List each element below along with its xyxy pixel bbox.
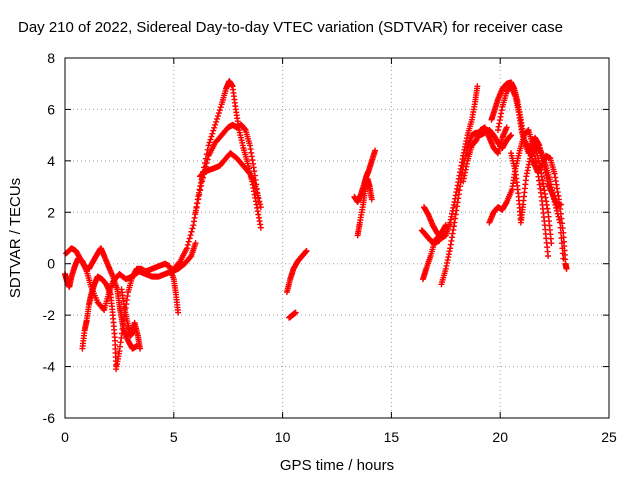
series-sat-g — [192, 121, 262, 216]
data-point-marker — [200, 174, 207, 181]
data-point-marker — [183, 245, 190, 252]
plot-frame — [64, 57, 610, 419]
data-point-marker — [303, 247, 310, 254]
series-sat-l — [421, 83, 481, 241]
data-point-marker — [255, 199, 262, 205]
series-sat-i — [286, 309, 299, 321]
data-point-marker — [187, 232, 194, 239]
data-point-marker — [216, 107, 223, 114]
y-axis-ticks: -6 -4 -2 0 2 4 6 8 — [43, 50, 609, 426]
data-point-marker — [213, 118, 220, 125]
data-point-marker — [211, 124, 218, 131]
data-point-marker — [185, 238, 192, 245]
data-point-marker — [175, 309, 182, 316]
data-point-marker — [545, 253, 552, 259]
y-tick-label: 0 — [47, 256, 55, 272]
data-point-marker — [548, 240, 555, 247]
y-tick-label: -4 — [43, 359, 56, 375]
data-point-marker — [198, 182, 205, 189]
data-point-marker — [203, 160, 210, 167]
data-point-marker — [214, 115, 221, 122]
data-point-marker — [186, 235, 193, 242]
data-point-marker — [563, 265, 570, 272]
series-sat-k — [354, 175, 375, 239]
data-point-marker — [200, 171, 207, 178]
data-point-marker — [196, 191, 203, 198]
y-tick-label: 8 — [47, 50, 55, 66]
series-sat-h — [283, 247, 310, 295]
data-point-marker — [257, 224, 264, 231]
data-points — [62, 78, 570, 373]
data-point-marker — [214, 113, 221, 120]
data-point-marker — [195, 196, 202, 203]
data-point-marker — [206, 139, 213, 146]
data-point-marker — [442, 222, 449, 229]
data-point-marker — [553, 207, 560, 214]
data-point-marker — [193, 204, 200, 211]
data-point-marker — [210, 127, 217, 134]
y-tick-label: 4 — [47, 153, 55, 169]
y-tick-label: -2 — [43, 307, 56, 323]
x-tick-label: 25 — [601, 429, 617, 445]
data-point-marker — [199, 178, 206, 185]
data-point-marker — [201, 167, 208, 174]
data-point-marker — [189, 225, 196, 232]
data-point-marker — [202, 163, 209, 170]
chart-title: Day 210 of 2022, Sidereal Day-to-day VTE… — [18, 19, 563, 36]
y-tick-label: 6 — [47, 101, 55, 117]
data-point-marker — [192, 240, 199, 247]
series-sat-d — [118, 286, 144, 352]
data-point-marker — [188, 228, 195, 235]
data-point-marker — [205, 142, 212, 149]
series-sat-u — [525, 142, 570, 272]
series-sat-p — [460, 124, 510, 185]
series-sat-n — [419, 222, 449, 283]
data-point-marker — [208, 133, 215, 140]
series-sat-t — [508, 142, 555, 247]
series-sat-c — [79, 260, 182, 373]
data-point-marker — [204, 156, 211, 163]
x-tick-label: 0 — [61, 429, 69, 445]
data-point-marker — [192, 209, 199, 216]
data-point-marker — [137, 345, 144, 352]
data-point-marker — [292, 309, 299, 316]
x-tick-label: 10 — [275, 429, 291, 445]
data-point-marker — [217, 104, 224, 111]
data-point-marker — [474, 83, 481, 90]
data-point-marker — [197, 187, 204, 194]
x-tick-label: 20 — [492, 429, 508, 445]
data-point-marker — [368, 196, 375, 203]
y-tick-label: -6 — [43, 410, 56, 426]
data-point-marker — [194, 200, 201, 207]
x-tick-label: 5 — [170, 429, 178, 445]
grid-lines — [65, 58, 609, 418]
data-point-marker — [215, 110, 222, 117]
x-axis-label: GPS time / hours — [280, 457, 394, 474]
data-point-marker — [372, 147, 379, 154]
series-sat-f — [196, 150, 264, 211]
data-point-marker — [209, 130, 216, 137]
data-point-marker — [508, 132, 515, 139]
x-tick-label: 15 — [384, 429, 400, 445]
data-point-marker — [503, 124, 510, 131]
data-point-marker — [207, 136, 214, 143]
y-axis-label: SDTVAR / TECUs — [7, 178, 24, 298]
data-point-marker — [212, 121, 219, 128]
data-point-marker — [257, 204, 264, 211]
y-tick-label: 2 — [47, 204, 55, 220]
data-point-marker — [184, 241, 191, 248]
series-sat-b — [63, 245, 140, 352]
x-axis-ticks: 0 5 10 15 20 25 — [61, 58, 617, 445]
